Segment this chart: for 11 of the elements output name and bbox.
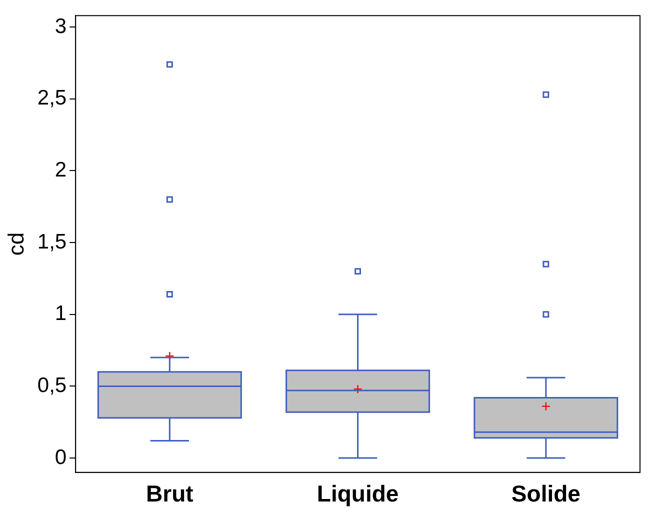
y-tick-label: 1 xyxy=(54,302,67,326)
y-tick-label: 2,5 xyxy=(37,86,67,110)
y-tick-label: 1,5 xyxy=(37,230,67,254)
y-tick-label: 3 xyxy=(54,14,67,38)
y-tick-label: 0,5 xyxy=(37,374,67,398)
y-axis-title: cd xyxy=(3,232,28,256)
y-tick-label: 2 xyxy=(54,158,67,182)
x-tick-label: Solide xyxy=(511,480,580,507)
x-tick-label: Brut xyxy=(146,480,194,507)
y-tick-label: 0 xyxy=(54,446,67,469)
x-tick-label: Liquide xyxy=(316,480,399,507)
